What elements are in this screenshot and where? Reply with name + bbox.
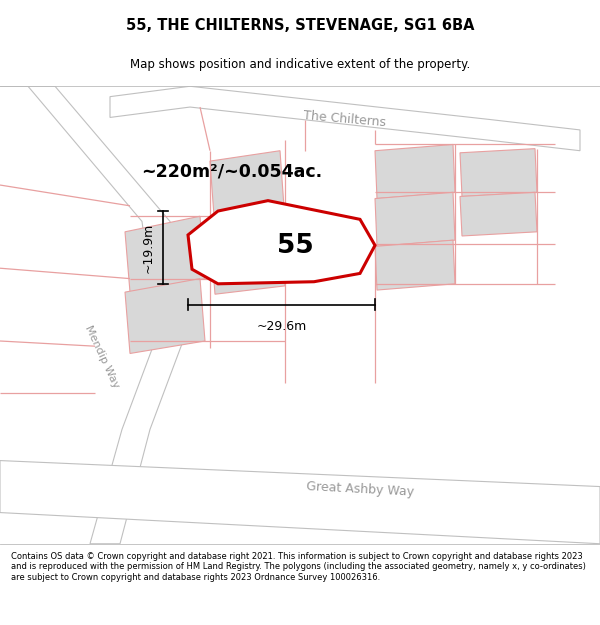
Text: Map shows position and indicative extent of the property.: Map shows position and indicative extent… xyxy=(130,58,470,71)
Text: Great Ashby Way: Great Ashby Way xyxy=(306,481,414,499)
Text: Mendip Way: Mendip Way xyxy=(83,324,121,389)
Polygon shape xyxy=(210,221,285,294)
Polygon shape xyxy=(125,279,205,354)
Polygon shape xyxy=(375,144,455,199)
Text: The Chilterns: The Chilterns xyxy=(303,109,387,129)
Text: ~220m²/~0.054ac.: ~220m²/~0.054ac. xyxy=(142,162,323,181)
Text: 55, THE CHILTERNS, STEVENAGE, SG1 6BA: 55, THE CHILTERNS, STEVENAGE, SG1 6BA xyxy=(126,18,474,33)
Text: 55: 55 xyxy=(277,233,313,259)
Polygon shape xyxy=(375,240,455,290)
Text: ~29.6m: ~29.6m xyxy=(257,320,307,333)
Polygon shape xyxy=(0,86,185,544)
Text: ~19.9m: ~19.9m xyxy=(142,222,155,272)
Polygon shape xyxy=(188,201,375,284)
Polygon shape xyxy=(460,192,537,236)
Text: Contains OS data © Crown copyright and database right 2021. This information is : Contains OS data © Crown copyright and d… xyxy=(11,552,586,582)
Polygon shape xyxy=(110,86,580,151)
Polygon shape xyxy=(125,216,205,292)
Polygon shape xyxy=(0,461,600,544)
Polygon shape xyxy=(460,149,537,196)
Polygon shape xyxy=(210,151,285,230)
Polygon shape xyxy=(375,192,455,246)
